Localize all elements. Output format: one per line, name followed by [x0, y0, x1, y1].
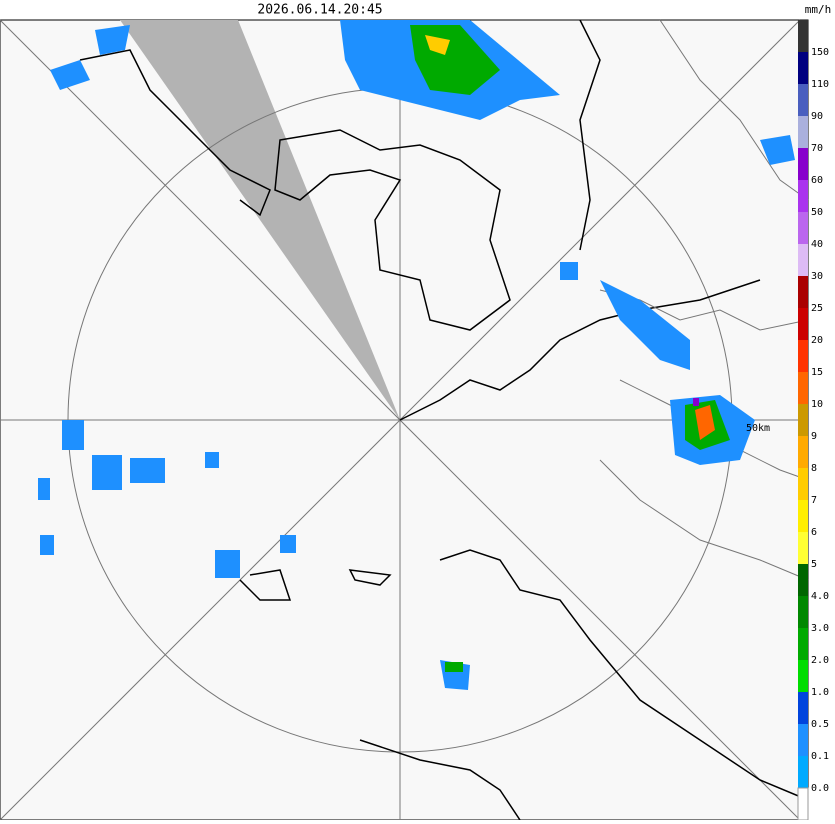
legend-swatch	[797, 787, 809, 821]
legend-swatch	[798, 596, 808, 628]
echo	[280, 535, 296, 553]
legend-swatch	[798, 372, 808, 404]
coast	[579, 19, 601, 251]
echo	[600, 280, 690, 370]
echo	[445, 662, 463, 672]
echo	[95, 25, 130, 55]
legend-swatch	[798, 756, 808, 788]
legend-label: 10	[811, 399, 823, 410]
scattered-echoes	[38, 262, 578, 578]
coast	[359, 739, 521, 821]
coastlines	[79, 19, 809, 821]
legend-label: 25	[811, 303, 823, 314]
echo	[92, 455, 122, 490]
echo	[205, 452, 219, 468]
legend-label: 4.0	[811, 591, 829, 602]
legend-swatch	[798, 276, 808, 308]
legend-label: 8	[811, 463, 817, 474]
legend-label: 0.1	[811, 751, 829, 762]
island	[348, 569, 392, 586]
legend-swatch	[798, 340, 808, 372]
legend-swatch	[798, 180, 808, 212]
legend-label: 70	[811, 143, 823, 154]
legend-label: 6	[811, 527, 817, 538]
echo	[760, 135, 795, 165]
legend-swatch	[798, 20, 808, 52]
echo	[695, 405, 715, 440]
echo	[62, 420, 84, 450]
legend-label: 3.0	[811, 623, 829, 634]
legend-unit: mm/h	[805, 3, 832, 16]
precipitation	[38, 20, 795, 690]
echo	[50, 60, 90, 90]
legend-label: 7	[811, 495, 817, 506]
legend-label: 2.0	[811, 655, 829, 666]
legend-label: 9	[811, 431, 817, 442]
legend-swatch	[798, 148, 808, 180]
legend-label: 30	[811, 271, 823, 282]
legend-swatch	[798, 212, 808, 244]
timestamp: 2026.06.14.20:45	[257, 3, 382, 18]
legend-swatch	[798, 532, 808, 564]
legend-swatch	[798, 692, 808, 724]
range-label: 50km	[746, 423, 770, 434]
coast	[399, 279, 761, 421]
legend-swatch	[798, 244, 808, 276]
map: 50km	[0, 19, 809, 821]
color-legend: 150 110 90 70 60 50 40 30 25 20 15 10 9 8 7 6 5 4.0 3.0 2.0…	[797, 20, 829, 821]
echo	[130, 458, 165, 483]
legend-label: 90	[811, 111, 823, 122]
legend-swatch	[798, 628, 808, 660]
echo	[693, 398, 699, 406]
legend-swatch	[798, 468, 808, 500]
legend-swatch	[798, 724, 808, 756]
legend-swatch	[798, 52, 808, 84]
legend-label: 20	[811, 335, 823, 346]
echo	[560, 262, 578, 280]
border	[659, 19, 809, 201]
echo	[425, 35, 450, 55]
coast	[274, 129, 511, 331]
legend-swatch	[798, 436, 808, 468]
blocked-sector	[120, 20, 400, 420]
legend-swatch	[798, 84, 808, 116]
echo	[38, 478, 50, 500]
echo	[40, 535, 54, 555]
legend-label: 50	[811, 207, 823, 218]
island	[239, 569, 292, 601]
legend-label: 1.0	[811, 687, 829, 698]
legend-swatch	[798, 660, 808, 692]
legend-swatch	[798, 404, 808, 436]
border	[599, 459, 809, 581]
legend-label: 40	[811, 239, 823, 250]
legend-label: 15	[811, 367, 823, 378]
legend-swatch	[798, 308, 808, 340]
legend-label: 150	[811, 47, 829, 58]
legend-swatch	[798, 116, 808, 148]
legend-label: 5	[811, 559, 817, 570]
legend-label: 110	[811, 79, 829, 90]
legend-swatch	[798, 564, 808, 596]
legend-label: 0.5	[811, 719, 829, 730]
coast	[79, 49, 271, 217]
coast	[439, 549, 809, 801]
legend-label: 60	[811, 175, 823, 186]
echo	[215, 550, 240, 578]
legend-swatch	[798, 500, 808, 532]
legend-label: 0.0	[811, 783, 829, 794]
